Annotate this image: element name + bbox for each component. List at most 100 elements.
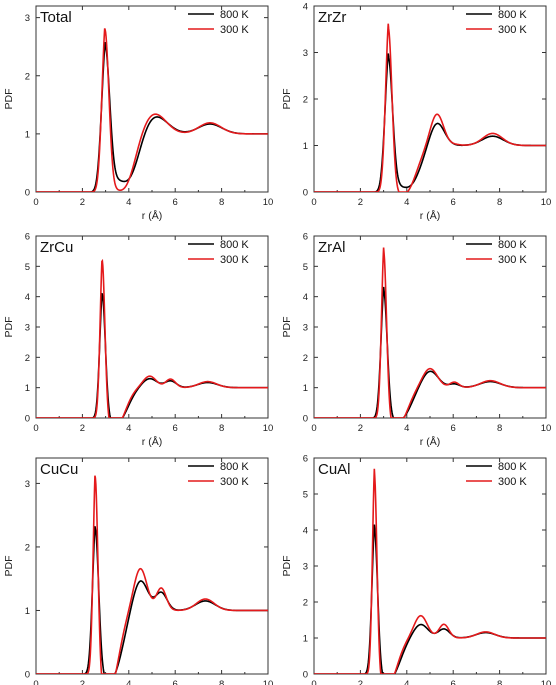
y-tick-label: 0 — [303, 414, 308, 425]
x-tick-label: 10 — [541, 679, 552, 685]
y-tick-label: 0 — [25, 670, 30, 681]
panel-total: 0 2 4 6 8 10 0 1 2 3 r (Å) PDF Total 800 K 300 K — [3, 5, 274, 222]
y-tick-label: 2 — [303, 95, 308, 106]
series-line-300k — [314, 247, 546, 418]
x-tick-label: 10 — [263, 423, 274, 434]
panel-zral: 0 2 4 6 8 10 0 1 2 3 4 5 6 r (Å) PDF ZrAl 800 K 300 K — [281, 232, 551, 449]
x-axis-title: r (Å) — [420, 435, 440, 448]
y-axis-title: PDF — [281, 556, 293, 577]
x-tick-label: 6 — [451, 197, 456, 208]
panel-zrzr: 0 2 4 6 8 10 0 1 2 3 4 r (Å) PDF ZrZr 800 K 300 K — [281, 2, 551, 223]
x-tick-label: 4 — [126, 679, 131, 685]
x-tick-label: 8 — [219, 197, 224, 208]
x-tick-label: 10 — [263, 679, 274, 685]
series-line-300k — [36, 258, 268, 418]
y-tick-label: 2 — [25, 542, 30, 553]
series-line-800k — [314, 286, 546, 418]
x-tick-label: 8 — [219, 423, 224, 434]
x-tick-label: 2 — [358, 423, 363, 434]
x-tick-label: 10 — [263, 197, 274, 208]
y-tick-label: 3 — [303, 323, 308, 334]
y-tick-label: 3 — [303, 562, 308, 573]
y-tick-label: 5 — [303, 490, 308, 501]
legend-label: 800 K — [498, 9, 527, 21]
y-tick-label: 4 — [303, 526, 308, 537]
series-line-800k — [314, 53, 546, 192]
x-tick-label: 4 — [126, 197, 131, 208]
legend-label: 800 K — [498, 461, 527, 473]
panel-label: CuAl — [318, 461, 351, 478]
x-tick-label: 2 — [358, 197, 363, 208]
series-line-300k — [314, 23, 546, 192]
panel-label: ZrZr — [318, 9, 346, 26]
x-tick-label: 8 — [219, 679, 224, 685]
y-axis-title: PDF — [3, 317, 15, 338]
y-tick-label: 2 — [303, 598, 308, 609]
legend-label: 300 K — [498, 254, 527, 266]
x-tick-label: 6 — [173, 679, 178, 685]
x-tick-label: 6 — [451, 423, 456, 434]
y-tick-label: 5 — [25, 262, 30, 273]
y-tick-label: 1 — [303, 141, 308, 152]
x-tick-label: 8 — [497, 679, 502, 685]
x-tick-label: 4 — [126, 423, 131, 434]
y-tick-label: 1 — [25, 129, 30, 140]
y-tick-label: 2 — [25, 71, 30, 82]
y-tick-label: 3 — [303, 48, 308, 59]
y-axis-title: PDF — [281, 317, 293, 338]
y-tick-label: 1 — [25, 606, 30, 617]
legend-label: 800 K — [220, 239, 249, 251]
y-axis-title: PDF — [281, 89, 293, 110]
series-line-300k — [36, 28, 268, 192]
series-line-300k — [36, 475, 268, 674]
x-tick-label: 0 — [311, 423, 316, 434]
y-tick-label: 3 — [25, 479, 30, 490]
x-tick-label: 6 — [173, 197, 178, 208]
x-tick-label: 2 — [80, 423, 85, 434]
x-tick-label: 0 — [311, 679, 316, 685]
x-tick-label: 0 — [33, 679, 38, 685]
x-axis-title: r (Å) — [420, 209, 440, 222]
series-line-800k — [36, 41, 268, 192]
x-tick-label: 2 — [80, 197, 85, 208]
x-tick-label: 2 — [80, 679, 85, 685]
y-axis-title: PDF — [3, 89, 15, 110]
legend-label: 300 K — [220, 476, 249, 488]
y-tick-label: 2 — [303, 353, 308, 364]
y-tick-label: 1 — [303, 383, 308, 394]
y-tick-label: 1 — [25, 383, 30, 394]
y-tick-label: 6 — [303, 232, 308, 243]
x-tick-label: 4 — [404, 679, 409, 685]
y-tick-label: 6 — [303, 454, 308, 465]
legend-label: 300 K — [498, 24, 527, 36]
x-tick-label: 0 — [33, 423, 38, 434]
series-line-300k — [314, 468, 546, 674]
series-line-800k — [36, 526, 268, 674]
panel-label: Total — [40, 9, 72, 26]
legend-label: 800 K — [498, 239, 527, 251]
panel-label: ZrCu — [40, 239, 73, 256]
legend-label: 800 K — [220, 9, 249, 21]
series-line-800k — [36, 292, 268, 418]
x-tick-label: 4 — [404, 197, 409, 208]
y-tick-label: 3 — [25, 323, 30, 334]
y-axis-title: PDF — [3, 556, 15, 577]
x-tick-label: 10 — [541, 423, 552, 434]
panel-label: CuCu — [40, 461, 78, 478]
x-tick-label: 6 — [451, 679, 456, 685]
legend-label: 800 K — [220, 461, 249, 473]
x-tick-label: 4 — [404, 423, 409, 434]
y-tick-label: 4 — [25, 292, 30, 303]
plot-frame — [313, 457, 547, 675]
y-tick-label: 3 — [25, 13, 30, 24]
y-tick-label: 0 — [25, 188, 30, 199]
y-tick-label: 4 — [303, 2, 308, 13]
x-tick-label: 8 — [497, 423, 502, 434]
x-axis-title: r (Å) — [142, 209, 162, 222]
panel-zrcu: 0 2 4 6 8 10 0 1 2 3 4 5 6 r (Å) PDF ZrCu 800 K 300 K — [3, 232, 273, 449]
plot-frame — [35, 457, 269, 675]
y-tick-label: 0 — [303, 670, 308, 681]
